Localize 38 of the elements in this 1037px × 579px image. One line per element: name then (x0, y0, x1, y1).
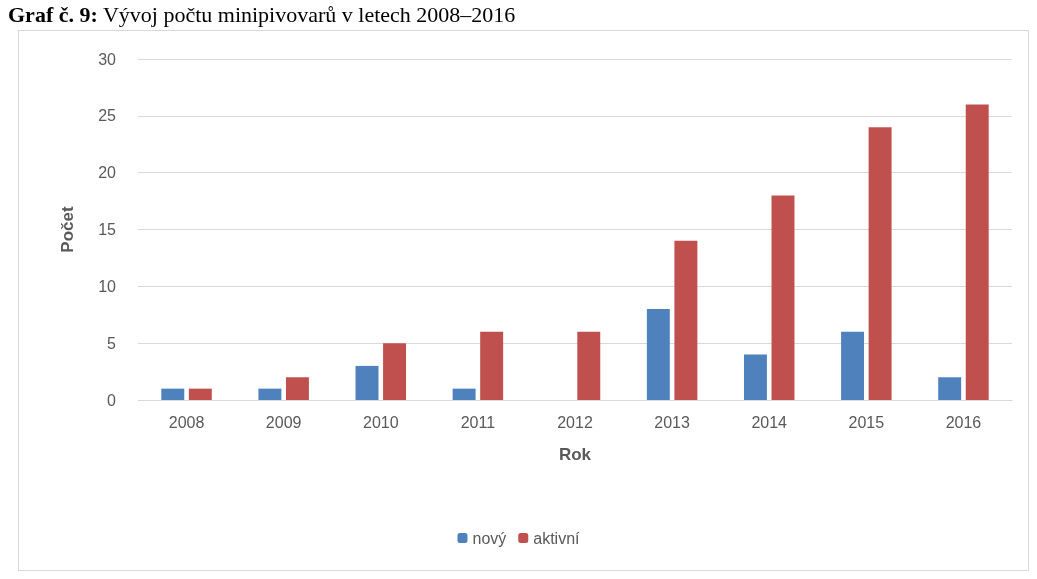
bar (868, 127, 892, 400)
x-tick-label: 2016 (945, 413, 982, 431)
bar (743, 354, 767, 400)
bar (355, 365, 379, 400)
bar (285, 377, 309, 400)
y-tick-label: 30 (98, 50, 117, 68)
chart-title: Graf č. 9: Vývoj počtu minipivovarů v letech 2008–2016 (8, 2, 516, 28)
legend-label: aktivní (533, 529, 581, 547)
x-tick-label: 2010 (362, 413, 399, 431)
bar (577, 331, 601, 400)
bar (383, 343, 407, 400)
y-tick-label: 10 (98, 277, 117, 295)
bar (258, 388, 282, 400)
bar (480, 331, 504, 400)
x-tick-label: 2015 (848, 413, 885, 431)
x-tick-label: 2009 (265, 413, 302, 431)
y-tick-label: 5 (107, 334, 117, 352)
legend-label: nový (472, 529, 507, 547)
y-tick-label: 15 (98, 221, 117, 238)
x-tick-label: 2013 (654, 413, 691, 431)
y-tick-label: 20 (98, 164, 117, 182)
bar (771, 195, 795, 400)
bar (161, 388, 185, 400)
bar (938, 377, 962, 400)
bar (965, 104, 989, 400)
y-axis-title: Počet (58, 206, 77, 253)
x-tick-label: 2014 (751, 413, 788, 431)
y-tick-label: 25 (98, 107, 117, 125)
bar (841, 331, 865, 400)
bar (188, 388, 212, 400)
y-tick-label: 0 (107, 391, 117, 409)
bar (674, 240, 698, 400)
x-tick-label: 2012 (557, 413, 593, 431)
bar (452, 388, 476, 400)
x-axis-title: Rok (558, 445, 592, 464)
x-tick-label: 2011 (460, 413, 496, 431)
bar (646, 309, 670, 400)
x-tick-label: 2008 (168, 413, 205, 431)
